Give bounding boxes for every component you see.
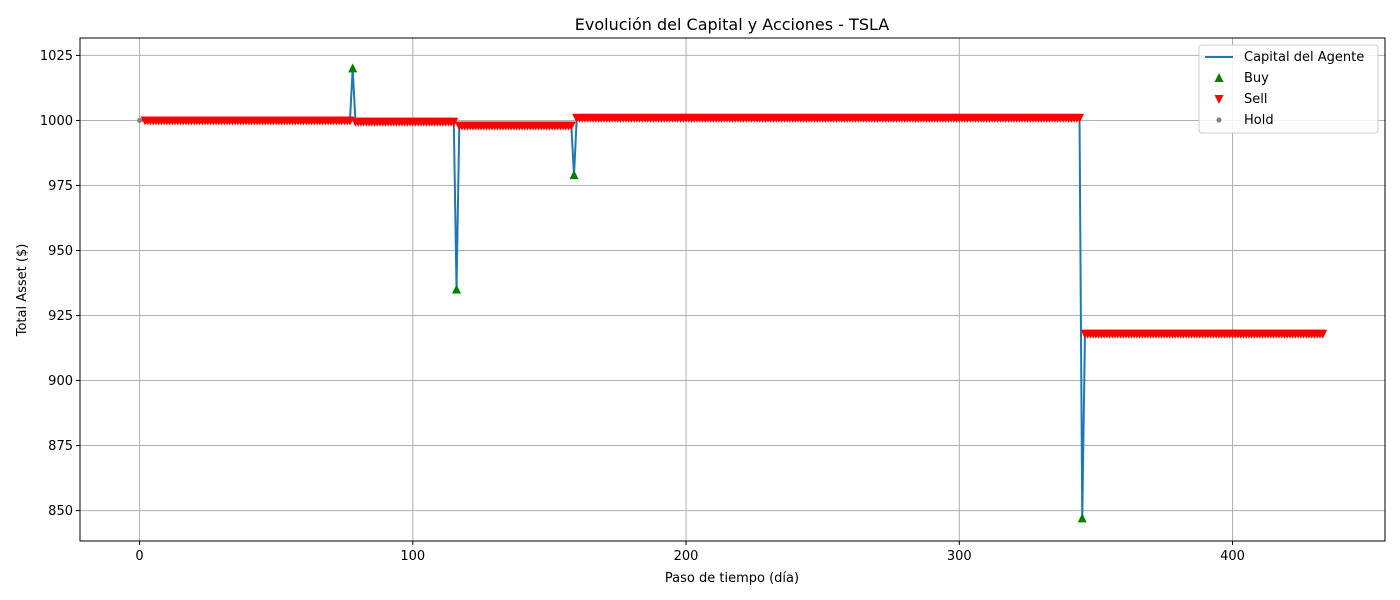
axes-frame [79, 37, 1386, 542]
x-tick-label: 200 [674, 549, 699, 564]
buy-marker [452, 284, 462, 294]
x-tick-label: 400 [1220, 549, 1245, 564]
sell-marker [1318, 329, 1328, 339]
legend-label-buy: Buy [1244, 71, 1269, 86]
legend-box [1198, 44, 1379, 134]
y-tick-label: 1000 [40, 114, 73, 129]
x-axis-label: Paso de tiempo (día) [665, 571, 799, 586]
sell-marker [1075, 113, 1085, 123]
y-tick-label: 975 [48, 179, 73, 194]
plot-area [137, 63, 1328, 523]
legend-label-capital: Capital del Agente [1244, 50, 1364, 65]
legend-label-sell: Sell [1244, 92, 1267, 107]
buy-marker [1077, 513, 1087, 523]
ticks: 0 100 200 300 400 850 875 900 925 950 975 1000 1025 [40, 49, 1245, 564]
x-tick-label: 100 [400, 549, 425, 564]
y-tick-label: 925 [48, 309, 73, 324]
hold-marker [137, 117, 143, 123]
legend-buy-marker [1214, 73, 1224, 82]
buy-marker [348, 63, 358, 73]
x-tick-label: 0 [135, 549, 143, 564]
buy-marker [569, 170, 579, 180]
chart-title: Evolución del Capital y Acciones - TSLA [575, 15, 889, 34]
y-tick-label: 950 [48, 244, 73, 259]
legend-label-hold: Hold [1244, 113, 1274, 128]
sell-marker [566, 121, 576, 131]
legend: Capital del Agente Buy Sell Hold [1198, 44, 1379, 134]
legend-sell-marker [1214, 95, 1224, 104]
y-tick-label: 850 [48, 504, 73, 519]
legend-hold-marker [1216, 117, 1222, 123]
y-axis-label: Total Asset ($) [15, 244, 30, 338]
y-tick-label: 900 [48, 374, 73, 389]
sell-marker [449, 117, 459, 127]
x-tick-label: 300 [947, 549, 972, 564]
y-tick-label: 1025 [40, 49, 73, 64]
y-tick-label: 875 [48, 439, 73, 454]
